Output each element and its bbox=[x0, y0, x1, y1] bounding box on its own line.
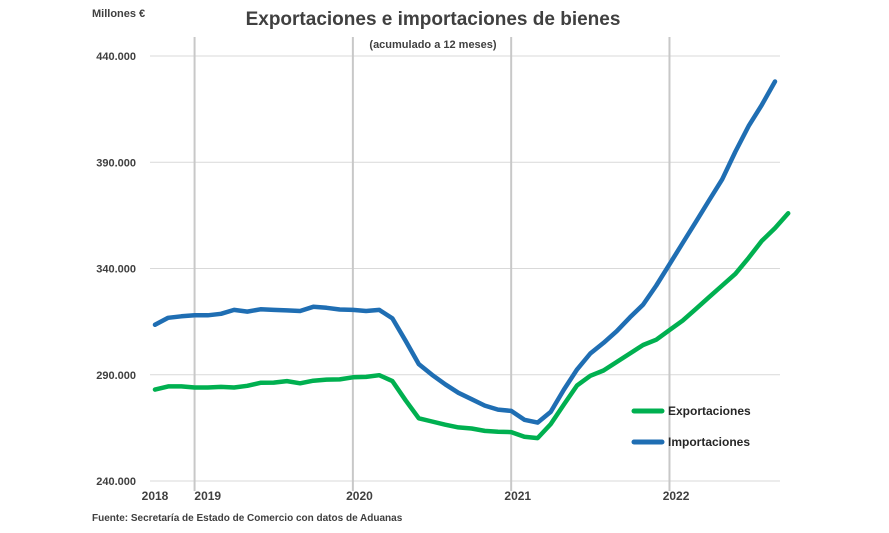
x-tick-label: 2021 bbox=[504, 489, 531, 503]
y-tick-label: 290.000 bbox=[96, 370, 136, 382]
x-axis: 2018 2019 2020 2021 2022 bbox=[142, 489, 690, 503]
series-line-importaciones bbox=[152, 79, 778, 425]
x-tick-label: 2022 bbox=[663, 489, 690, 503]
x-tick-label: 2019 bbox=[194, 489, 221, 503]
y-axis: 240.000 290.000 340.000 390.000 440.000 bbox=[96, 51, 136, 488]
y-unit-label: Millones € bbox=[92, 8, 145, 20]
y-tick-label: 240.000 bbox=[96, 476, 136, 488]
legend-label-importaciones: Importaciones bbox=[668, 435, 750, 449]
source-note: Fuente: Secretaría de Estado de Comercio… bbox=[92, 513, 403, 524]
series-line-exportaciones bbox=[152, 211, 791, 441]
legend-label-exportaciones: Exportaciones bbox=[668, 404, 751, 418]
y-tick-label: 390.000 bbox=[96, 157, 136, 169]
legend: Exportaciones Importaciones bbox=[631, 404, 751, 449]
y-tick-label: 340.000 bbox=[96, 264, 136, 276]
x-tick-label: 2020 bbox=[346, 489, 373, 503]
chart-title: Exportaciones e importaciones de bienes bbox=[246, 9, 621, 30]
chart-subtitle: (acumulado a 12 meses) bbox=[369, 39, 497, 51]
grid bbox=[150, 55, 780, 482]
x-tick-label: 2018 bbox=[142, 489, 169, 503]
series bbox=[152, 79, 791, 441]
y-tick-label: 440.000 bbox=[96, 51, 136, 63]
